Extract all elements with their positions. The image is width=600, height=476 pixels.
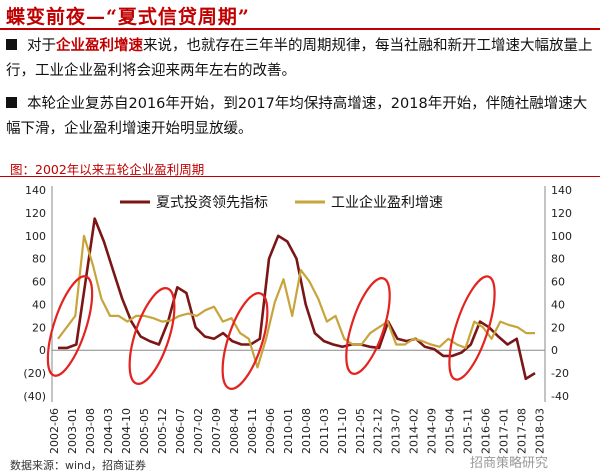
left-tick-label: 80 (32, 253, 46, 266)
right-tick-label: -20 (551, 367, 569, 380)
x-tick-label: 2013-07 (390, 408, 403, 454)
page-title: 蝶变前夜—“夏式信贷周期” (6, 6, 250, 28)
bullet-square-icon (6, 39, 17, 50)
right-tick-label: 120 (551, 207, 572, 220)
x-tick-label: 2012-12 (372, 408, 385, 454)
left-tick-label: (20) (23, 367, 46, 380)
chart-caption: 图：2002年以来五轮企业盈利周期 (10, 162, 205, 177)
bullet-1: 对于企业盈利增速来说，也就存在三年半的周期规律，每当社融和新开工增速大幅放量上行… (6, 34, 596, 84)
left-tick-label: 0 (39, 344, 46, 357)
right-tick-label: 140 (551, 184, 572, 197)
caption-divider (0, 176, 600, 177)
bullet-square-icon (6, 97, 17, 108)
right-tick-label: 80 (551, 253, 565, 266)
x-tick-label: 2011-03 (318, 408, 331, 454)
left-tick-label: 40 (32, 298, 46, 311)
left-tick-label: 60 (32, 276, 46, 289)
left-tick-label: 20 (32, 321, 46, 334)
legend-label-xia: 夏式投资领先指标 (156, 195, 268, 211)
x-tick-label: 2018-03 (534, 408, 547, 454)
cycle-highlight-ellipse (345, 277, 391, 375)
right-tick-label: 60 (551, 276, 565, 289)
x-tick-label: 2010-01 (282, 408, 295, 454)
cycle-highlight-ellipse (128, 287, 176, 385)
source-note: 数据来源：wind，招商证券 (10, 459, 147, 472)
title-divider (0, 28, 600, 30)
x-tick-label: 2017-01 (498, 408, 511, 454)
x-tick-label: 2011-10 (336, 408, 349, 454)
right-tick-label: 40 (551, 298, 565, 311)
left-tick-label: 140 (25, 184, 46, 197)
highlight-text: 企业盈利增速 (56, 38, 143, 54)
x-tick-label: 2016-06 (480, 408, 493, 454)
right-tick-label: 100 (551, 230, 572, 243)
cycle-highlight-ellipse (46, 275, 94, 377)
cycle-highlight-ellipse (221, 292, 269, 390)
right-tick-label: 0 (551, 344, 558, 357)
x-tick-label: 2015-04 (444, 408, 457, 454)
bullet-2-text: 本轮企业复苏自2016年开始，到2017年均保持高增速，2018年开始，伴随社融… (6, 96, 588, 137)
x-tick-label: 2003-01 (66, 408, 79, 454)
x-tick-label: 2007-09 (210, 408, 223, 454)
legend-label-profit: 工业企业盈利增速 (331, 194, 443, 211)
left-tick-label: 120 (25, 207, 46, 220)
x-tick-label: 2008-11 (246, 408, 259, 454)
watermark: 招商策略研究 (470, 456, 549, 471)
x-tick-label: 2010-08 (300, 408, 313, 454)
x-tick-label: 2008-04 (228, 408, 241, 454)
x-tick-label: 2014-02 (408, 408, 421, 454)
x-tick-label: 2017-08 (516, 408, 529, 454)
x-tick-label: 2004-03 (102, 408, 115, 454)
x-tick-label: 2005-12 (156, 408, 169, 454)
x-tick-label: 2004-10 (120, 408, 133, 454)
x-tick-label: 2006-07 (174, 408, 187, 454)
bullet-2: 本轮企业复苏自2016年开始，到2017年均保持高增速，2018年开始，伴随社融… (6, 92, 596, 142)
x-tick-label: 2014-09 (426, 408, 439, 454)
x-tick-label: 2003-08 (84, 408, 97, 454)
cycle-highlight-ellipse (448, 275, 496, 381)
line-chart: 140 120 100 80 60 40 20 0 (20) (40) 140 120 100 80 60 4… (23, 184, 572, 454)
series-line-xia-indicator (58, 217, 536, 381)
series-line-industrial-profit (57, 234, 535, 369)
right-tick-label: 20 (551, 321, 565, 334)
left-tick-label: (40) (23, 390, 46, 403)
x-tick-label: 2009-06 (264, 408, 277, 454)
bullet-1-text: 对于企业盈利增速来说，也就存在三年半的周期规律，每当社融和新开工增速大幅放量上行… (6, 38, 593, 79)
right-tick-label: -40 (551, 390, 569, 403)
x-tick-label: 2005-05 (138, 408, 151, 454)
x-tick-label: 2012-05 (354, 408, 367, 454)
x-tick-label: 2007-02 (192, 408, 205, 454)
x-tick-label: 2015-11 (462, 408, 475, 454)
x-tick-label: 2002-06 (48, 408, 61, 454)
left-tick-label: 100 (25, 230, 46, 243)
